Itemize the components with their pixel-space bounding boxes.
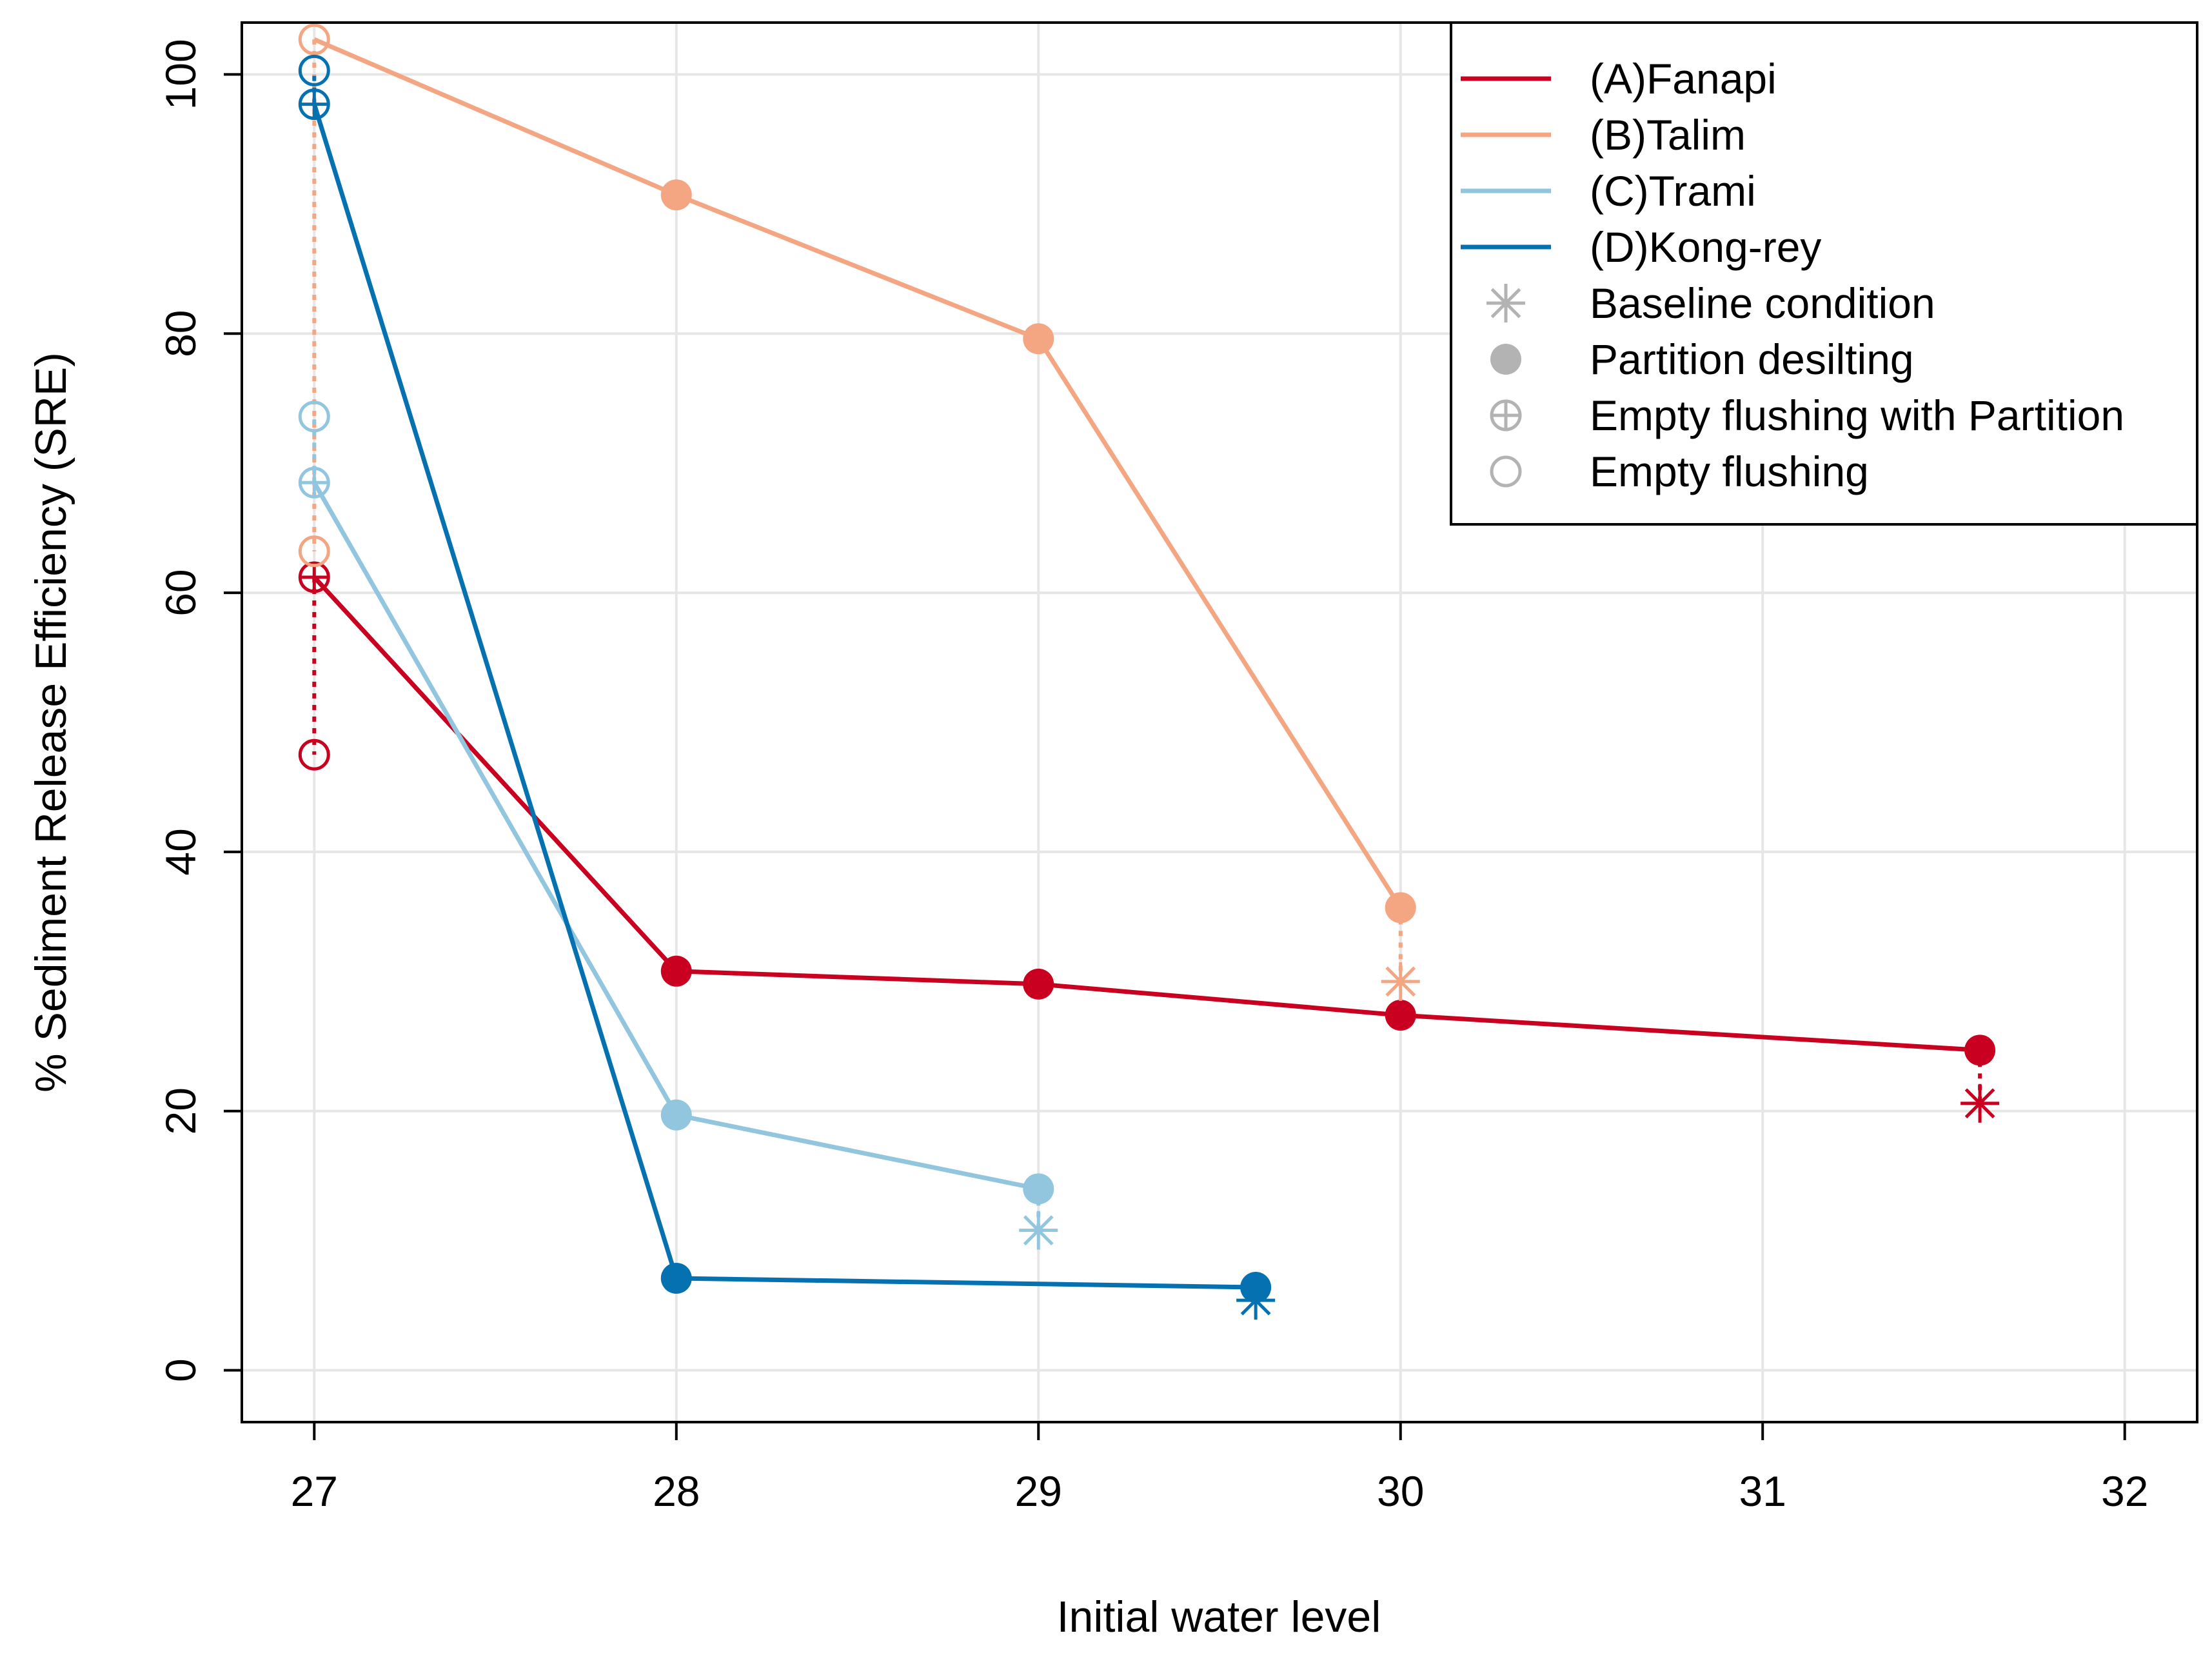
x-tick-label: 27	[291, 1467, 338, 1515]
legend-entry: Partition desilting	[1490, 335, 1914, 383]
series-0	[298, 561, 2000, 1123]
partition-desilting-point	[660, 179, 692, 211]
baseline-point	[1960, 1084, 2000, 1123]
legend-entry: (B)Talim	[1461, 111, 1746, 159]
y-tick-label: 100	[157, 39, 204, 110]
baseline-point	[1381, 962, 1420, 1001]
plot-series	[298, 23, 2000, 1320]
x-tick-label: 32	[2101, 1467, 2148, 1515]
legend-circleplus-swatch	[1490, 399, 1522, 431]
legend-circle-swatch	[1490, 455, 1522, 488]
y-tick-label: 20	[157, 1087, 204, 1134]
y-axis-label: % Sediment Release Efficiency (SRE)	[26, 352, 75, 1093]
empty-flushing-point	[298, 535, 330, 568]
legend-entry: Baseline condition	[1486, 279, 1935, 327]
x-tick-label: 30	[1377, 1467, 1424, 1515]
legend-entry: (D)Kong-rey	[1461, 223, 1821, 271]
y-tick-label: 80	[157, 310, 204, 357]
empty-flushing-point	[298, 401, 330, 433]
empty-flushing-point	[298, 23, 330, 55]
legend-entry: Empty flushing	[1490, 448, 1869, 495]
legend-entry: (C)Trami	[1461, 167, 1756, 215]
partition-desilting-point	[1023, 323, 1054, 355]
y-tick-label: 40	[157, 828, 204, 875]
baseline-point-d2	[1964, 1088, 1995, 1119]
axes: 27 28 29 30 31 32 0 20 40 60 80 100	[157, 39, 2148, 1515]
legend-label: (B)Talim	[1590, 111, 1746, 159]
partition-desilting-point	[660, 1099, 692, 1131]
partition-desilting-point	[1023, 1173, 1054, 1205]
empty-flushing-partition-point	[298, 466, 330, 499]
series-1	[298, 23, 1420, 1001]
x-axis-label: Initial water level	[1057, 1592, 1381, 1641]
partition-desilting-point	[660, 1262, 692, 1294]
legend-star-swatch	[1486, 284, 1525, 322]
y-tick-label: 0	[157, 1358, 204, 1382]
baseline-point-d2	[1240, 1285, 1271, 1316]
empty-flushing-partition-point	[298, 561, 330, 593]
baseline-point-d2	[1023, 1215, 1054, 1245]
legend-star-swatch-d2	[1490, 288, 1521, 319]
legend-box	[1450, 21, 2198, 526]
x-tick-label: 29	[1015, 1467, 1062, 1515]
legend-label: (C)Trami	[1590, 167, 1756, 215]
series-line	[313, 37, 1403, 909]
legend-label: (D)Kong-rey	[1590, 223, 1821, 271]
partition-desilting-point	[660, 955, 692, 987]
baseline-point	[1236, 1281, 1276, 1320]
legend-label: Partition desilting	[1590, 335, 1914, 383]
empty-flushing-partition-point	[298, 88, 330, 121]
legend-filled-swatch	[1490, 344, 1521, 375]
legend: (A)Fanapi (B)Talim (C)Trami (D)Kong-rey Base…	[1450, 21, 2198, 526]
legend-label: Empty flushing	[1590, 448, 1869, 495]
x-tick-label: 31	[1739, 1467, 1786, 1515]
partition-desilting-point	[1023, 968, 1054, 1000]
empty-flushing-point	[298, 54, 330, 86]
legend-entry: (A)Fanapi	[1461, 55, 1777, 103]
x-tick-label: 28	[653, 1467, 700, 1515]
baseline-point-d2	[1385, 966, 1416, 997]
baseline-point	[1019, 1211, 1058, 1250]
partition-desilting-point	[1385, 1000, 1416, 1031]
legend-label: (A)Fanapi	[1590, 55, 1777, 103]
series-2	[298, 401, 1058, 1250]
y-tick-label: 60	[157, 569, 204, 616]
series-3	[298, 54, 1276, 1320]
partition-desilting-point	[1385, 892, 1416, 924]
legend-entry: Empty flushing with Partition	[1490, 391, 2124, 439]
partition-desilting-point	[1964, 1034, 1996, 1066]
legend-label: Baseline condition	[1590, 279, 1935, 327]
empty-flushing-point	[298, 738, 330, 771]
legend-label: Empty flushing with Partition	[1590, 391, 2124, 439]
series-line	[312, 575, 1980, 1053]
